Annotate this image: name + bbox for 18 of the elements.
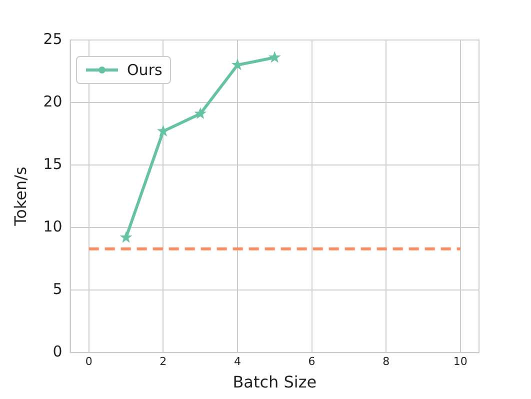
y-tick-label: 15 — [43, 154, 62, 173]
y-tick-label: 10 — [43, 217, 62, 236]
legend-label: Ours — [127, 61, 162, 79]
x-tick-label: 6 — [308, 355, 316, 368]
x-tick-label: 10 — [453, 355, 468, 368]
point — [268, 51, 281, 63]
x-tick-label: 0 — [85, 355, 92, 368]
x-tick-label: 4 — [234, 355, 241, 368]
point — [120, 231, 132, 243]
x-axis-title: Batch Size — [232, 372, 317, 392]
point — [194, 107, 207, 120]
point — [156, 124, 170, 137]
y-tick-label: 5 — [52, 280, 62, 298]
y-axis-title: Token/s — [10, 166, 30, 227]
y-tick-label: 20 — [43, 92, 62, 110]
x-tick-label: 2 — [160, 355, 167, 368]
y-tick-label: 25 — [43, 30, 62, 48]
x-tick-label: 8 — [382, 355, 390, 368]
